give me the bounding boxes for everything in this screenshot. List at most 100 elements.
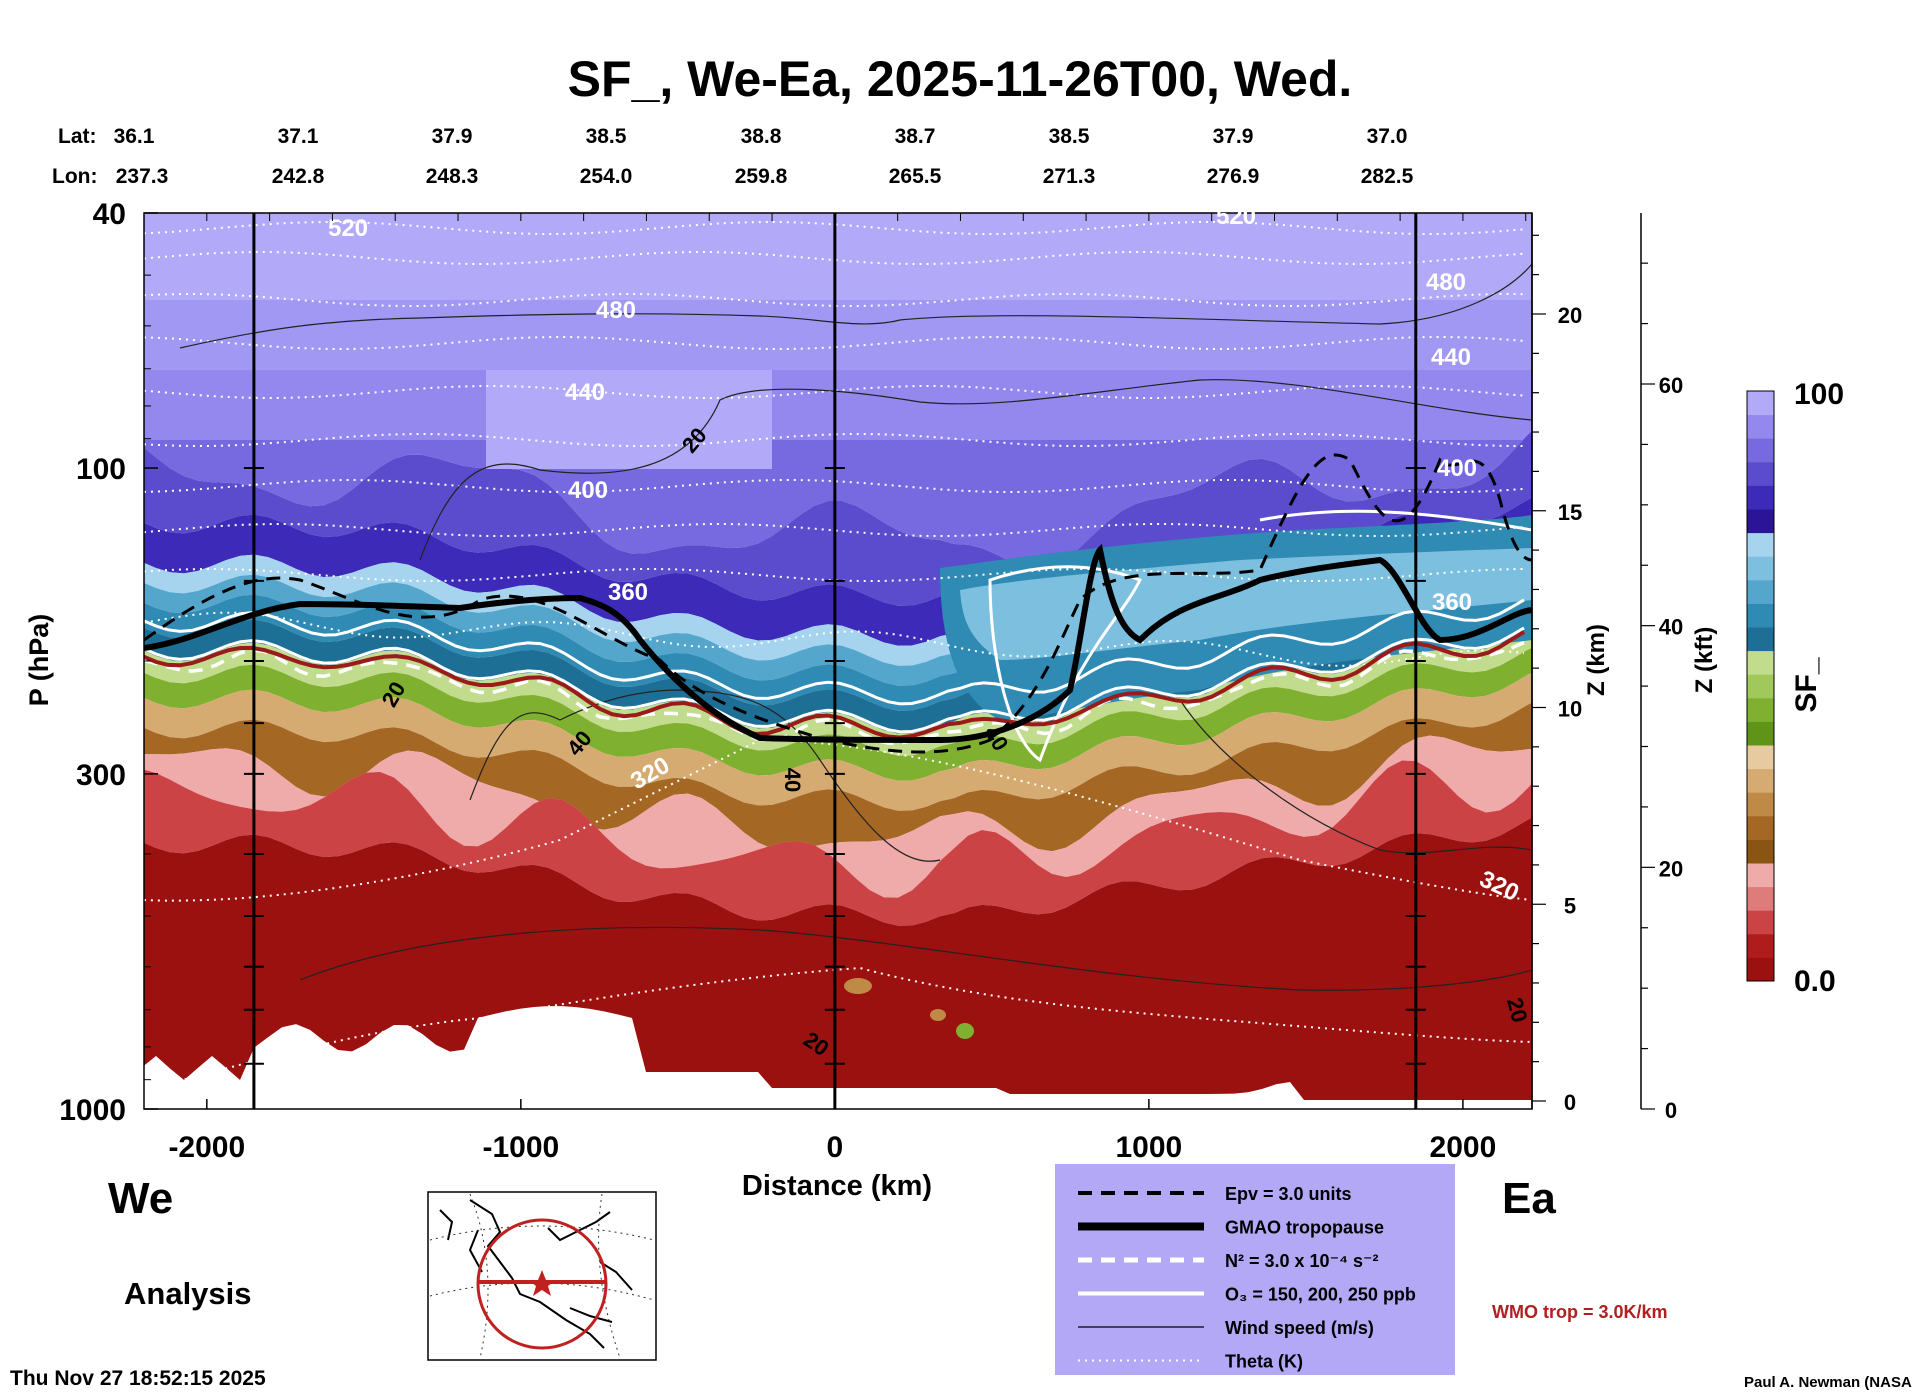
z-km-tick-label: 10 bbox=[1558, 697, 1582, 722]
credit: Paul A. Newman (NASA bbox=[1744, 1374, 1912, 1391]
x-tick-label: -1000 bbox=[482, 1131, 559, 1164]
y-axis-label: P (hPa) bbox=[24, 614, 54, 707]
y-tick-label: 300 bbox=[76, 759, 126, 792]
wind-label: 40 bbox=[780, 768, 805, 792]
z-kft-axis-label: Z (kft) bbox=[1691, 627, 1718, 694]
colorbar-swatch bbox=[1747, 863, 1774, 888]
legend: Epv = 3.0 units GMAO tropopause N² = 3.0 x… bbox=[1055, 1164, 1455, 1375]
sf-patch bbox=[144, 300, 1532, 370]
timestamp: Thu Nov 27 18:52:15 2025 bbox=[10, 1367, 266, 1390]
colorbar-swatch bbox=[1747, 886, 1774, 911]
sf-band-16 bbox=[144, 735, 1532, 898]
colorbar-swatch bbox=[1747, 697, 1774, 722]
theta-label: 360 bbox=[1432, 589, 1472, 616]
lat-value: 37.1 bbox=[278, 125, 319, 148]
lat-value: 37.0 bbox=[1367, 125, 1408, 148]
theta-label: 520 bbox=[328, 215, 368, 242]
z-kft-tick-label: 20 bbox=[1659, 856, 1683, 881]
gmao-tropopause bbox=[144, 543, 1532, 744]
theta-label: 400 bbox=[1437, 455, 1477, 482]
colorbar-swatch bbox=[1747, 721, 1774, 746]
east-label: Ea bbox=[1502, 1174, 1556, 1223]
lon-value: 242.8 bbox=[272, 165, 325, 188]
sf-band-8 bbox=[144, 760, 1532, 926]
sf-blob bbox=[956, 1023, 974, 1039]
theta-label: 520 bbox=[1216, 203, 1256, 230]
sf-band-36 bbox=[144, 672, 1532, 811]
colorbar-swatch bbox=[1747, 461, 1774, 486]
o3-contour bbox=[988, 565, 1143, 763]
x-tick-label: 2000 bbox=[1430, 1131, 1497, 1164]
z-kft-tick-label: 40 bbox=[1659, 615, 1683, 640]
sf-patch bbox=[486, 369, 772, 469]
lon-value: 248.3 bbox=[426, 165, 479, 188]
sf-band-96 bbox=[144, 370, 1532, 440]
terrain-mask bbox=[144, 1006, 1532, 1109]
colorbar bbox=[1746, 390, 1775, 982]
lon-value: 271.3 bbox=[1043, 165, 1096, 188]
colorbar-swatch bbox=[1747, 532, 1774, 557]
overlay-lines bbox=[144, 221, 1532, 1091]
wind-contour bbox=[419, 379, 1532, 561]
theta-label: 400 bbox=[568, 477, 608, 504]
y-tick-label: 1000 bbox=[59, 1094, 126, 1127]
colorbar-swatch bbox=[1747, 509, 1774, 534]
colorbar-swatch bbox=[1747, 674, 1774, 699]
theta-contour bbox=[144, 611, 1525, 667]
theta-contour bbox=[144, 966, 1532, 1091]
z-km-tick-label: 5 bbox=[1564, 893, 1576, 918]
legend-label: Wind speed (m/s) bbox=[1225, 1318, 1374, 1338]
lat-lon-header: 36.1 37.1 37.9 38.5 38.8 38.7 38.5 37.9 37.0 237.… bbox=[114, 125, 1414, 188]
legend-box bbox=[1055, 1164, 1455, 1375]
theta-label: 360 bbox=[608, 579, 648, 606]
legend-label: N² = 3.0 x 10⁻⁴ s⁻² bbox=[1225, 1251, 1378, 1271]
chart-title: SF_, We-Ea, 2025-11-26T00, Wed. bbox=[568, 51, 1353, 107]
z-kft-axis: 0 20 40 60 bbox=[1640, 213, 1683, 1123]
colorbar-swatch bbox=[1747, 650, 1774, 675]
o3-contour bbox=[1259, 509, 1532, 532]
colorbar-swatch bbox=[1747, 910, 1774, 935]
location-map-inset bbox=[427, 1191, 657, 1361]
theta-contour bbox=[144, 738, 1532, 902]
x-axis-label: Distance (km) bbox=[742, 1170, 932, 1202]
z-km-tick-label: 20 bbox=[1558, 303, 1582, 328]
wind-contour bbox=[299, 926, 1532, 991]
lat-value: 37.9 bbox=[1213, 125, 1254, 148]
lat-value: 36.1 bbox=[114, 125, 155, 148]
colorbar-max-label: 100 bbox=[1794, 378, 1844, 411]
sf-blob bbox=[930, 1009, 946, 1021]
lon-value: 254.0 bbox=[580, 165, 633, 188]
n2-contour bbox=[144, 640, 1525, 745]
z-kft-tick-label: 0 bbox=[1665, 1098, 1677, 1123]
epv-contour bbox=[144, 453, 1532, 754]
x-tick-label: 0 bbox=[827, 1131, 844, 1164]
product-label: Analysis bbox=[124, 1276, 252, 1311]
lon-value: 237.3 bbox=[116, 165, 169, 188]
lat-label: Lat: bbox=[58, 125, 97, 148]
colorbar-min-label: 0.0 bbox=[1794, 965, 1836, 998]
wind-contour bbox=[1179, 699, 1532, 854]
colorbar-frame bbox=[1746, 390, 1775, 982]
sf-band-56 bbox=[144, 625, 1532, 756]
colorbar-label: SF_ bbox=[1790, 657, 1823, 712]
y-tick-label: 100 bbox=[76, 453, 126, 486]
lat-value: 37.9 bbox=[432, 125, 473, 148]
map-star-icon bbox=[528, 1270, 556, 1296]
legend-label: GMAO tropopause bbox=[1225, 1218, 1384, 1238]
z-km-axis: 0 5 10 15 20 bbox=[1531, 213, 1582, 1115]
y-axis: 40 100 300 1000 bbox=[59, 198, 158, 1127]
colorbar-swatch bbox=[1747, 768, 1774, 793]
colorbar-swatch bbox=[1747, 579, 1774, 604]
sf-band-48 bbox=[144, 647, 1532, 781]
colorbar-swatch bbox=[1747, 792, 1774, 817]
west-label: We bbox=[108, 1174, 173, 1223]
colorbar-swatch bbox=[1747, 933, 1774, 958]
theta-label: 480 bbox=[596, 297, 636, 324]
x-axis: -2000 -1000 0 1000 2000 bbox=[143, 213, 1527, 1164]
colorbar-swatch bbox=[1747, 438, 1774, 463]
colorbar-swatch bbox=[1747, 603, 1774, 628]
z-km-tick-label: 0 bbox=[1564, 1090, 1576, 1115]
lat-value: 38.7 bbox=[895, 125, 936, 148]
z-km-tick-label: 15 bbox=[1558, 500, 1582, 525]
